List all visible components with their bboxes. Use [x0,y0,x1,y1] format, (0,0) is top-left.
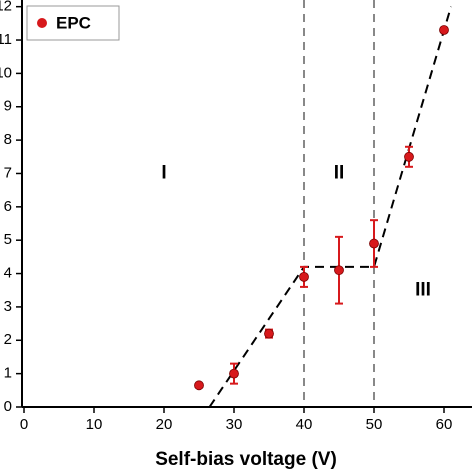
y-tick-label: 3 [4,298,12,315]
point [439,25,449,35]
point [404,151,414,162]
x-tick-label: 60 [436,416,453,433]
x-tick-label: 30 [226,416,243,433]
y-tick-label: 8 [4,131,12,148]
x-tick-label: 20 [156,416,173,433]
point [229,368,239,379]
legend-marker [37,18,47,28]
fit-line [208,6,452,408]
x-tick-label: 50 [366,416,383,433]
y-tick-label: 9 [4,98,12,115]
region-label: II [334,162,345,183]
point [299,271,309,282]
y-tick-label: 6 [4,198,12,215]
x-tick-label: 40 [296,416,313,433]
point [369,238,379,249]
y-tick-label: 12 [0,0,12,15]
region-label: III [415,279,431,300]
y-tick-label: 11 [0,31,12,48]
y-tick-label: 10 [0,64,12,81]
x-tick-label: 10 [86,416,103,433]
y-tick-label: 4 [4,265,12,282]
x-axis-label: Self-bias voltage (V) [155,449,337,470]
y-tick-label: 5 [4,231,12,248]
point [194,380,204,391]
point [264,328,274,339]
y-tick-label: 1 [4,365,12,382]
region-label: I [161,162,166,183]
x-tick-label: 0 [20,416,28,433]
y-tick-label: 2 [4,331,12,348]
y-tick-label: 0 [4,398,12,415]
y-tick-label: 7 [4,164,12,181]
legend-label: EPC [56,13,91,32]
point [334,265,344,276]
